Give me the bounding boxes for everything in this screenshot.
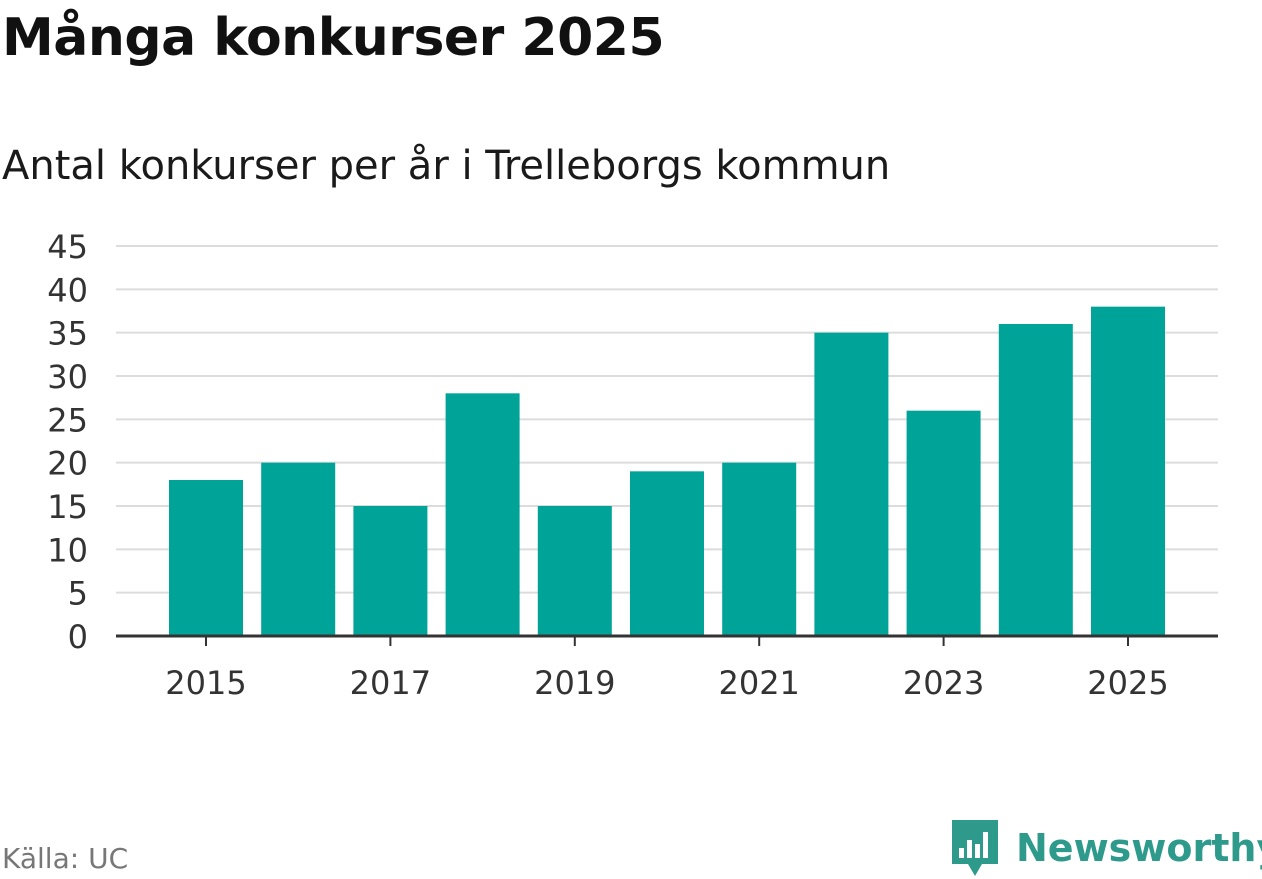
y-tick-label: 45 [47,228,88,266]
brand-name: Newsworthy [1016,826,1262,870]
y-tick-label: 0 [68,618,88,656]
y-tick-label: 40 [47,271,88,309]
bar-2025 [1091,306,1165,636]
axes [116,634,1218,646]
bar-2023 [906,410,981,636]
bar-2021 [722,462,797,636]
bar-2016 [261,462,336,636]
bar-2015 [169,480,243,636]
x-tick-label: 2017 [350,664,431,702]
brand-logo: Newsworthy [950,818,1262,878]
x-tick-label: 2023 [903,664,984,702]
y-tick-label: 25 [47,401,88,439]
x-tick-label: 2025 [1087,664,1168,702]
chart-subtitle: Antal konkurser per år i Trelleborgs kom… [2,143,891,189]
chart-title: Många konkurser 2025 [2,8,665,68]
bar-2017 [353,506,428,636]
x-tick-label: 2021 [718,664,799,702]
x-tick-label: 2019 [534,664,615,702]
y-tick-label: 10 [47,531,88,569]
y-tick-label: 35 [47,315,88,353]
newsworthy-logo-icon [952,820,998,876]
y-tick-label: 30 [47,358,88,396]
bar-2019 [537,506,612,636]
y-tick-label: 5 [68,575,88,613]
y-tick-label: 15 [47,488,88,526]
bars [169,306,1165,636]
x-tick-label: 2015 [165,664,246,702]
source-note: Källa: UC [2,842,129,875]
bar-2020 [630,471,704,636]
bar-2018 [445,393,520,636]
bar-2022 [814,332,889,636]
y-tick-label: 20 [47,445,88,483]
bar-2024 [998,324,1073,636]
